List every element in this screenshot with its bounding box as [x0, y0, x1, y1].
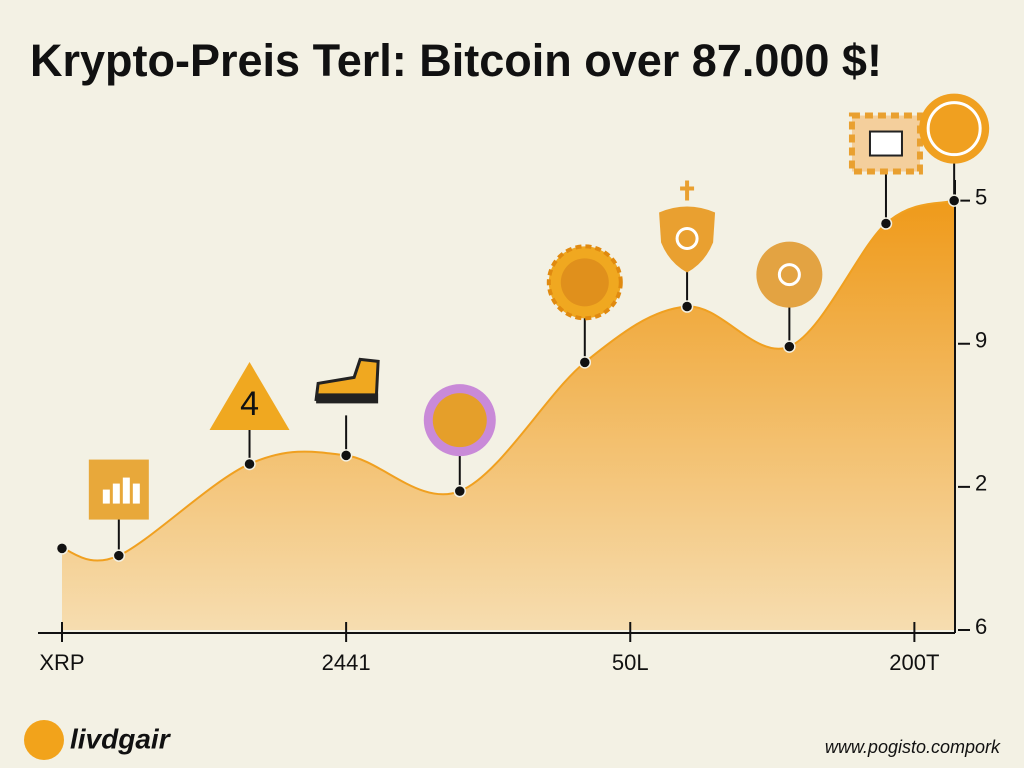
x-tick-label: 2441 — [322, 650, 371, 675]
icon — [659, 206, 716, 273]
icon — [102, 489, 110, 504]
point — [243, 457, 256, 471]
chart-title: Krypto-Preis Terl: Bitcoin over 87.000 $… — [30, 35, 882, 86]
x-tick-label: 50L — [612, 650, 649, 675]
point-icon — [659, 180, 716, 307]
y-tick-label: 5 — [975, 184, 987, 209]
point-icon — [88, 459, 149, 556]
brand-name: livdgair — [70, 723, 172, 754]
point — [680, 300, 694, 313]
point — [879, 217, 893, 230]
x-tick-label: 200T — [889, 650, 939, 675]
icon — [122, 477, 130, 504]
point-icon — [314, 357, 380, 456]
icon — [132, 483, 140, 504]
point — [453, 484, 467, 498]
icon — [777, 263, 801, 287]
icon — [868, 130, 903, 157]
point — [339, 449, 353, 462]
y-tick-label: 9 — [975, 328, 987, 353]
icon — [316, 393, 379, 404]
y-tick-label: 6 — [975, 614, 987, 639]
icon — [680, 180, 695, 201]
point-icon — [848, 112, 923, 224]
point — [947, 194, 961, 207]
point-icon — [423, 384, 496, 492]
brand-logo — [24, 720, 64, 760]
x-tick-label: XRP — [39, 650, 84, 675]
area — [62, 200, 955, 630]
icon — [675, 227, 699, 251]
plot: XRP 2441 50L 200T 6 2 9 5 4 — [38, 93, 990, 675]
icon — [756, 241, 823, 308]
point-icon — [919, 93, 990, 201]
point-icon — [546, 244, 623, 363]
point — [783, 340, 796, 353]
point-icon — [756, 241, 823, 347]
source-url: www.pogisto.compork — [825, 737, 1001, 757]
point — [112, 549, 126, 562]
icon — [560, 258, 609, 307]
point — [55, 542, 69, 555]
icon-text: 4 — [240, 385, 259, 423]
icon — [112, 483, 120, 504]
point — [578, 356, 592, 369]
icon — [926, 101, 982, 157]
icon — [432, 393, 487, 448]
y-tick-label: 2 — [975, 471, 987, 496]
icon — [209, 361, 290, 430]
area-line — [61, 199, 955, 562]
